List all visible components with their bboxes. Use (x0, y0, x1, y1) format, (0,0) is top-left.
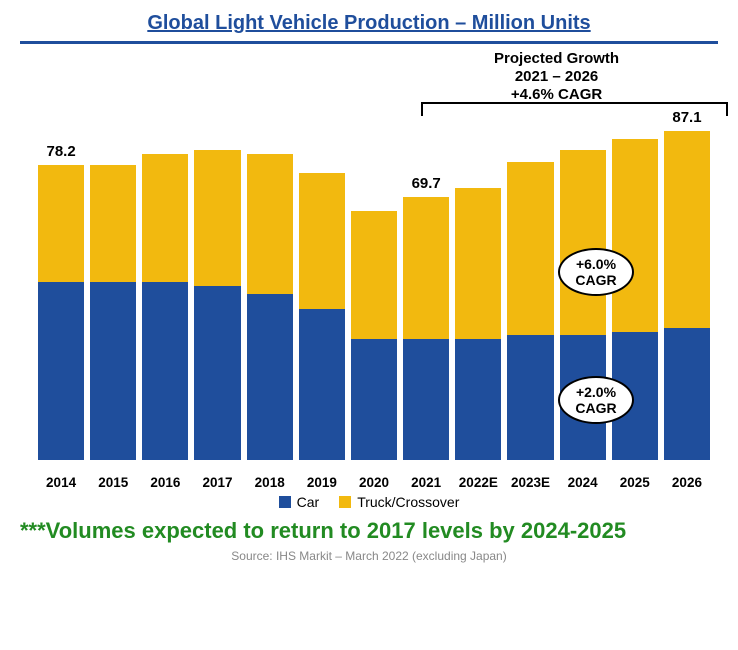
bar-column (455, 188, 501, 460)
x-axis-label: 2024 (560, 469, 606, 490)
bar-segment-truck (90, 165, 136, 282)
bar-segment-truck (455, 188, 501, 339)
bar-segment-truck (299, 173, 345, 309)
bar-column: 78.2 (38, 165, 84, 460)
x-axis-label: 2025 (612, 469, 658, 490)
bar-segment-car (90, 282, 136, 460)
bar-segment-car (403, 339, 449, 460)
bar-segment-truck (560, 150, 606, 335)
bar-column (247, 154, 293, 460)
bar-column (90, 165, 136, 460)
cagr-lower-label: CAGR (575, 400, 616, 416)
bar-segment-truck (38, 165, 84, 283)
bar-segment-car (194, 286, 240, 460)
x-axis-label: 2016 (142, 469, 188, 490)
legend-label: Truck/Crossover (357, 494, 459, 510)
bar-column (299, 173, 345, 460)
bar-segment-car (299, 309, 345, 460)
legend: Car Truck/Crossover (20, 494, 718, 511)
bar-value-label: 78.2 (46, 143, 75, 160)
bar-value-label: 87.1 (672, 109, 701, 126)
projection-text: Projected Growth 2021 – 2026 +4.6% CAGR (494, 50, 619, 104)
bar-segment-truck (612, 139, 658, 332)
bar-column: 87.1 (664, 131, 710, 460)
projection-line2: 2021 – 2026 (515, 68, 598, 85)
bar-segment-truck (403, 197, 449, 339)
legend-item: Car (279, 494, 320, 510)
bar-segment-car (507, 335, 553, 460)
legend-swatch (279, 496, 291, 508)
bar-segment-truck (664, 131, 710, 328)
cagr-bubble-upper: +6.0% CAGR (558, 248, 634, 296)
source-text: Source: IHS Markit – March 2022 (excludi… (20, 549, 718, 563)
x-axis-label: 2015 (90, 469, 136, 490)
chart-area: 78.2 69.7 87.1 2014 2015 2016 2017 2018 2019 202… (38, 120, 710, 490)
bar-segment-car (455, 339, 501, 460)
bar-segment-truck (507, 162, 553, 336)
bar-value-label: 69.7 (412, 175, 441, 192)
x-axis-label: 2014 (38, 469, 84, 490)
bar-column (351, 211, 397, 460)
footnote-green: ***Volumes expected to return to 2017 le… (20, 517, 718, 545)
bar-segment-truck (142, 154, 188, 282)
legend-swatch (339, 496, 351, 508)
x-axis-label: 2026 (664, 469, 710, 490)
cagr-upper-value: +6.0% (576, 256, 616, 272)
x-axis: 2014 2015 2016 2017 2018 2019 2020 2021 2022E 202… (38, 469, 710, 490)
bar-segment-car (38, 282, 84, 460)
legend-label: Car (297, 494, 320, 510)
bar-column (194, 150, 240, 460)
bar-segment-car (664, 328, 710, 460)
x-axis-label: 2018 (247, 469, 293, 490)
bar-segment-truck (351, 211, 397, 339)
legend-item: Truck/Crossover (339, 494, 459, 510)
bar-segment-car (351, 339, 397, 460)
bar-segment-truck (247, 154, 293, 294)
cagr-upper-label: CAGR (575, 272, 616, 288)
title-rule (20, 41, 718, 44)
x-axis-label: 2017 (194, 469, 240, 490)
bar-segment-truck (194, 150, 240, 286)
projection-line1: Projected Growth (494, 50, 619, 67)
bar-column (507, 162, 553, 460)
x-axis-label: 2021 (403, 469, 449, 490)
x-axis-label: 2023E (507, 469, 553, 490)
bar-segment-car (247, 294, 293, 460)
cagr-lower-value: +2.0% (576, 384, 616, 400)
x-axis-label: 2020 (351, 469, 397, 490)
bar-column (142, 154, 188, 460)
bar-segment-car (142, 282, 188, 460)
chart-title: Global Light Vehicle Production – Millio… (20, 12, 718, 35)
cagr-bubble-lower: +2.0% CAGR (558, 376, 634, 424)
projection-line3: +4.6% CAGR (511, 86, 602, 103)
x-axis-label: 2022E (455, 469, 501, 490)
projection-annotation: Projected Growth 2021 – 2026 +4.6% CAGR (20, 50, 718, 120)
bar-column: 69.7 (403, 197, 449, 460)
x-axis-label: 2019 (299, 469, 345, 490)
